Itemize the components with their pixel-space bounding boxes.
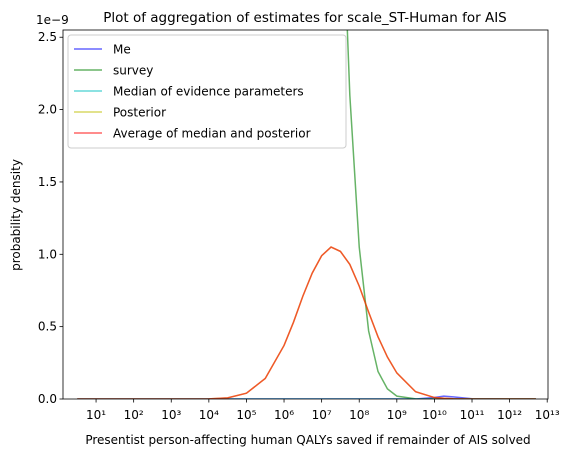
x-tick-label: 10⁹ (387, 408, 407, 422)
legend-label: survey (113, 64, 153, 78)
x-tick-label: 10⁷ (312, 408, 332, 422)
y-tick-label: 2.5 (38, 30, 57, 44)
legend: Me survey Median of evidence parameters Pos… (67, 34, 347, 149)
y-offset-label: 1e−9 (36, 13, 69, 27)
x-tick-label: 10³ (161, 408, 181, 422)
legend-label: Median of evidence parameters (113, 85, 304, 99)
legend-label: Me (113, 43, 131, 57)
x-tick-label: 10¹ (86, 408, 106, 422)
ticks: 0.0 0.5 1.0 1.5 2.0 2.5 10¹ 10² 10³ 10⁴ 10⁵ 10⁶ 10⁷ 1… (38, 30, 560, 422)
legend-label: Posterior (113, 106, 166, 120)
x-tick-label: 10¹¹ (460, 408, 485, 422)
x-tick-label: 10⁴ (199, 408, 219, 422)
x-tick-label: 10⁸ (349, 408, 369, 422)
x-tick-label: 10⁵ (236, 408, 256, 422)
x-tick-label: 10² (124, 408, 144, 422)
legend-label: Average of median and posterior (113, 127, 311, 141)
y-axis-label: probability density (9, 159, 23, 271)
series-line (77, 246, 536, 399)
series-line (77, 395, 536, 399)
y-tick-label: 0.5 (38, 320, 57, 334)
axes-frame (62, 29, 549, 400)
x-tick-label: 10¹³ (535, 408, 560, 422)
legend-box (67, 34, 347, 149)
y-tick-label: 0.0 (38, 392, 57, 406)
y-tick-label: 1.0 (38, 247, 57, 261)
x-axis-label: Presentist person-affecting human QALYs … (85, 433, 530, 447)
x-tick-label: 10⁶ (274, 408, 294, 422)
series-line (77, 246, 536, 399)
chart-title: Plot of aggregation of estimates for sca… (103, 10, 507, 26)
x-tick-label: 10¹⁰ (422, 408, 447, 422)
y-tick-label: 2.0 (38, 103, 57, 117)
x-tick-label: 10¹² (497, 408, 522, 422)
plot-area (77, 0, 536, 399)
y-tick-label: 1.5 (38, 175, 57, 189)
